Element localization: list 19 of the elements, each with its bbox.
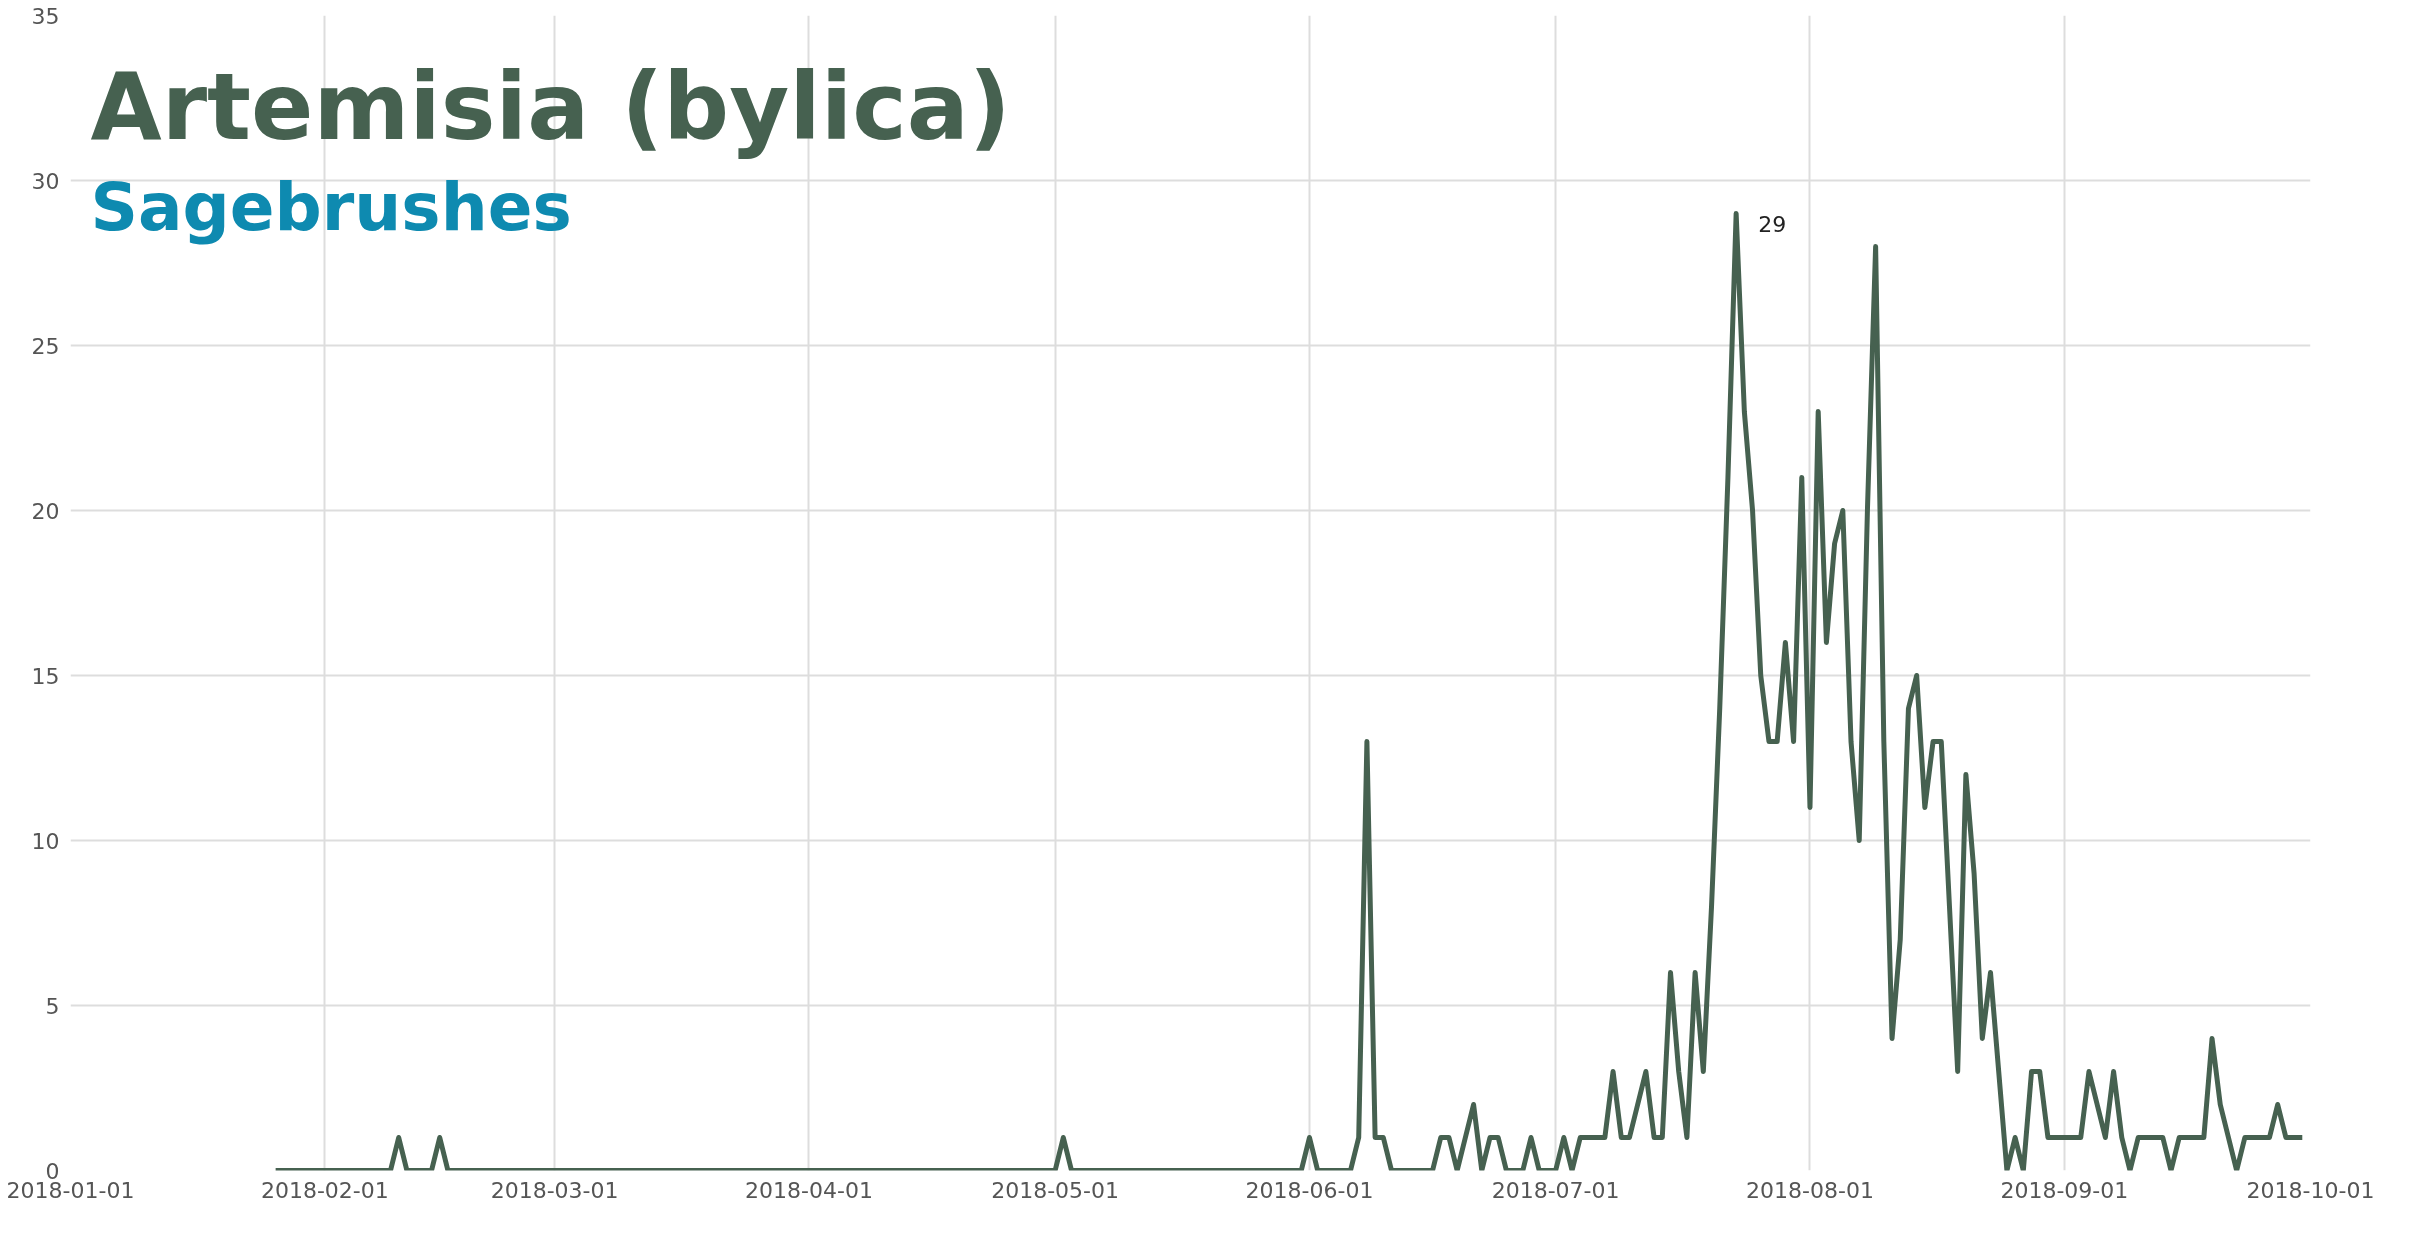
- x-tick-label: 2018-03-01: [490, 1177, 619, 1203]
- y-tick-label: 20: [31, 498, 60, 524]
- x-tick-label: 2018-10-01: [2246, 1177, 2375, 1203]
- x-tick-label: 2018-09-01: [2000, 1177, 2129, 1203]
- x-tick-label: 2018-06-01: [1245, 1177, 1374, 1203]
- x-tick-label: 2018-02-01: [260, 1177, 389, 1203]
- y-tick-label: 25: [31, 333, 60, 359]
- chart-title: Artemisia (bylica): [90, 53, 1011, 161]
- text: Sagebrushes: [90, 168, 572, 246]
- annotation: 29: [1758, 211, 1787, 237]
- x-tick-label: 2018-07-01: [1491, 1177, 1620, 1203]
- x-tick-label: 2018-04-01: [745, 1177, 873, 1203]
- y-tick-label: 30: [31, 168, 60, 194]
- y-tick-label: 10: [31, 828, 60, 854]
- y-tick-label: 5: [45, 993, 60, 1019]
- y-tick-label: 35: [31, 3, 60, 29]
- x-tick-label: 2018-08-01: [1746, 1177, 1874, 1203]
- y-tick-label: 15: [31, 663, 60, 689]
- x-tick-label: 2018-05-01: [991, 1177, 1120, 1203]
